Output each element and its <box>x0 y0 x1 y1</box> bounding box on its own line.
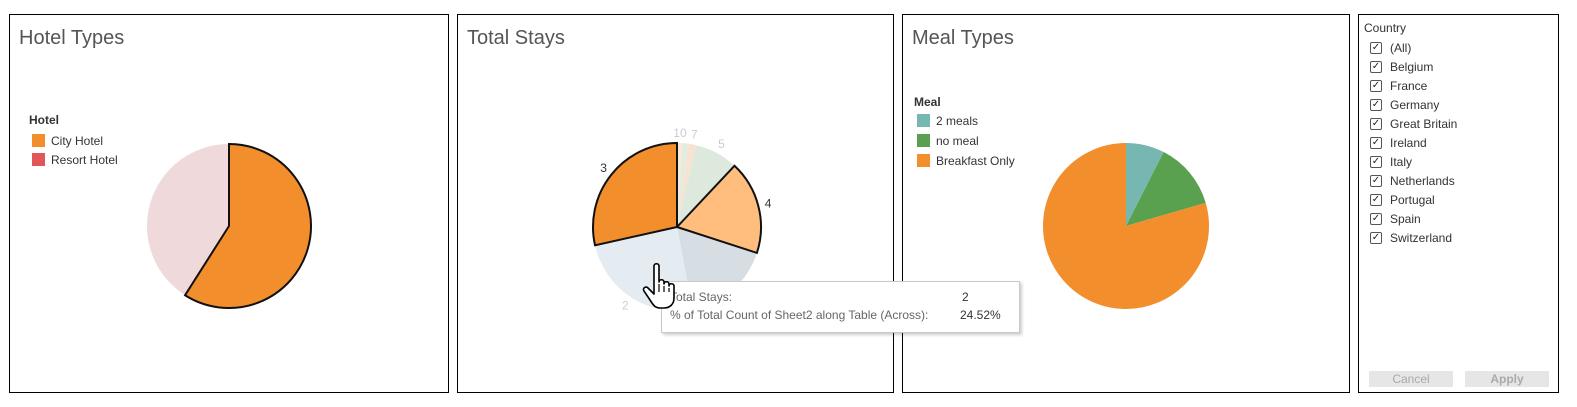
pie-slice-label: 7 <box>691 128 698 142</box>
checkbox-checked-icon[interactable]: ✓ <box>1370 60 1382 73</box>
legend-swatch-no-meal <box>917 134 930 148</box>
checkbox-checked-icon[interactable]: ✓ <box>1370 174 1382 187</box>
checkbox-checked-icon[interactable]: ✓ <box>1370 117 1382 130</box>
checkbox-checked-icon[interactable]: ✓ <box>1370 155 1382 168</box>
pie-slice-label: 10 <box>673 126 687 140</box>
tooltip-percent-value: 24.52% <box>960 308 1001 322</box>
country-label: Italy <box>1390 155 1413 169</box>
pie-slice-highlight-outline <box>183 142 312 309</box>
legend-swatch-breakfast-only <box>917 154 930 168</box>
pie-slice-highlight-outline <box>592 141 678 247</box>
country-label: Belgium <box>1390 60 1434 74</box>
legend-label: City Hotel <box>51 134 104 148</box>
chart-tooltip: Total Stays: 2 % of Total Count of Sheet… <box>661 281 1020 333</box>
legend-item-2-meals[interactable]: 2 meals <box>917 113 978 129</box>
pie-slice-label: 5 <box>718 137 725 151</box>
pie-slice[interactable] <box>677 165 761 253</box>
legend-item-city-hotel[interactable]: City Hotel <box>32 133 103 149</box>
checkbox-checked-icon[interactable]: ✓ <box>1370 79 1382 92</box>
hotel-types-panel: Hotel Types Hotel City Hotel Resort Hote… <box>9 14 449 393</box>
country-filter-item[interactable]: ✓ Ireland <box>1370 135 1427 151</box>
checkbox-checked-icon[interactable]: ✓ <box>1370 136 1382 149</box>
legend-label: Resort Hotel <box>51 153 118 167</box>
country-label: Spain <box>1390 212 1421 226</box>
checkbox-checked-icon[interactable]: ✓ <box>1370 193 1382 206</box>
pie-slice[interactable] <box>1126 143 1164 226</box>
country-filter-item[interactable]: ✓ (All) <box>1370 40 1411 56</box>
country-label: Ireland <box>1390 136 1427 150</box>
pie-slice[interactable] <box>593 142 677 246</box>
pie-slice[interactable] <box>677 143 689 227</box>
legend-swatch-resort-hotel <box>32 153 45 167</box>
checkbox-checked-icon[interactable]: ✓ <box>1370 231 1382 244</box>
checkbox-checked-icon[interactable]: ✓ <box>1370 98 1382 111</box>
legend-swatch-city-hotel <box>32 134 45 148</box>
country-filter-title: Country <box>1364 21 1407 35</box>
country-label: France <box>1390 79 1428 93</box>
meal-legend-title: Meal <box>914 95 941 109</box>
country-label: Great Britain <box>1390 117 1458 131</box>
meal-types-title: Meal Types <box>912 27 1014 49</box>
total-stays-pie-chart[interactable]: 10 7 5 4 2 3 <box>458 15 895 394</box>
pie-slice-label: 3 <box>600 161 607 175</box>
pie-slice[interactable] <box>1126 152 1206 226</box>
country-filter-item[interactable]: ✓ Great Britain <box>1370 116 1457 132</box>
country-filter-item[interactable]: ✓ Italy <box>1370 154 1412 170</box>
hotel-legend-title: Hotel <box>29 113 59 127</box>
meal-types-pie-chart[interactable] <box>903 15 1351 394</box>
hotel-types-title: Hotel Types <box>19 27 125 49</box>
country-filter-item[interactable]: ✓ Switzerland <box>1370 230 1452 246</box>
checkbox-checked-icon[interactable]: ✓ <box>1370 212 1382 225</box>
pie-slice-label: 2 <box>622 299 629 313</box>
country-filter-item[interactable]: ✓ Spain <box>1370 211 1421 227</box>
legend-item-no-meal[interactable]: no meal <box>917 133 979 149</box>
apply-button[interactable]: Apply <box>1465 371 1549 387</box>
tooltip-total-stays-label: Total Stays: <box>670 290 733 304</box>
pie-slice[interactable] <box>185 144 311 308</box>
country-label: (All) <box>1390 41 1412 55</box>
legend-item-breakfast-only[interactable]: Breakfast Only <box>917 153 1015 169</box>
pie-slice[interactable] <box>677 143 683 227</box>
meal-types-panel: Meal Types Meal 2 meals no meal Breakfas… <box>902 14 1350 393</box>
total-stays-title: Total Stays <box>467 27 565 49</box>
legend-item-resort-hotel[interactable]: Resort Hotel <box>32 152 118 168</box>
country-filter-item[interactable]: ✓ Netherlands <box>1370 173 1455 189</box>
legend-label: 2 meals <box>936 114 979 128</box>
country-filter-item[interactable]: ✓ France <box>1370 78 1427 94</box>
total-stays-panel: Total Stays 10 7 5 4 2 3 <box>457 14 894 393</box>
country-filter-item[interactable]: ✓ Portugal <box>1370 192 1435 208</box>
hotel-types-pie-chart[interactable] <box>10 15 450 394</box>
country-label: Germany <box>1390 98 1440 112</box>
legend-label: no meal <box>936 134 979 148</box>
country-label: Portugal <box>1390 193 1435 207</box>
pie-slice-highlight-outline <box>675 164 762 255</box>
country-filter-item[interactable]: ✓ Germany <box>1370 97 1439 113</box>
pie-slice-label: 4 <box>765 197 772 211</box>
country-filter-panel: Country ✓ (All) ✓ Belgium ✓ France ✓ Germany ✓ Gr… <box>1358 14 1559 393</box>
checkbox-checked-icon[interactable]: ✓ <box>1370 41 1382 54</box>
tooltip-total-stays-value: 2 <box>962 290 969 304</box>
hand-cursor-icon <box>642 262 675 309</box>
country-label: Switzerland <box>1390 231 1453 245</box>
pie-slice[interactable] <box>677 143 697 227</box>
cancel-button[interactable]: Cancel <box>1369 371 1453 387</box>
pie-slice[interactable] <box>677 145 735 227</box>
country-label: Netherlands <box>1390 174 1455 188</box>
legend-label: Breakfast Only <box>936 154 1015 168</box>
legend-swatch-2-meals <box>917 114 930 128</box>
tooltip-percent-label: % of Total Count of Sheet2 along Table (… <box>670 308 929 322</box>
country-filter-item[interactable]: ✓ Belgium <box>1370 59 1433 75</box>
pie-slice[interactable] <box>1043 142 1209 309</box>
